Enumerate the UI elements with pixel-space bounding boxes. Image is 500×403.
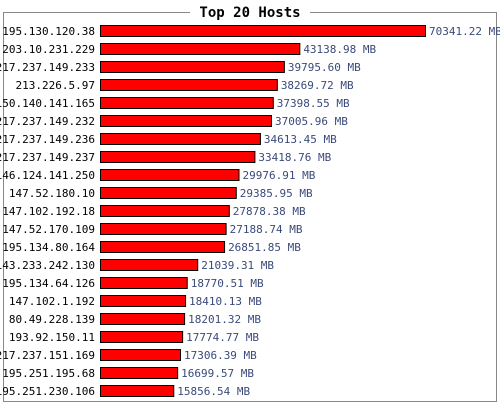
value-label: 33418.76 MB (258, 151, 331, 164)
category-label: 143.233.242.130 (0, 259, 95, 272)
bar (100, 295, 187, 307)
category-label: 195.134.64.126 (2, 277, 95, 290)
bar (100, 205, 230, 217)
value-label: 21039.31 MB (201, 259, 274, 272)
bar (100, 151, 256, 163)
category-label: 195.130.120.38 (2, 25, 95, 38)
value-label: 27878.38 MB (233, 205, 306, 218)
category-label: 193.92.150.11 (9, 331, 95, 344)
value-label: 39795.60 MB (288, 61, 361, 74)
category-label: 147.102.192.18 (2, 205, 95, 218)
category-label: 147.52.180.10 (9, 187, 95, 200)
value-label: 26851.85 MB (228, 241, 301, 254)
category-label: 203.10.231.229 (2, 43, 95, 56)
bar (100, 133, 261, 145)
value-label: 38269.72 MB (281, 79, 354, 92)
bar (100, 367, 179, 379)
bar (100, 241, 226, 253)
category-label: 80.49.228.139 (9, 313, 95, 326)
category-label: 146.124.141.250 (0, 169, 95, 182)
value-label: 70341.22 MB (429, 25, 500, 38)
category-label: 147.52.170.109 (2, 223, 95, 236)
bar (100, 277, 188, 289)
value-label: 17774.77 MB (186, 331, 259, 344)
category-label: 195.251.230.106 (0, 385, 95, 398)
value-label: 27188.74 MB (230, 223, 303, 236)
category-label: 147.102.1.192 (9, 295, 95, 308)
value-label: 18410.13 MB (189, 295, 262, 308)
bar (100, 169, 240, 181)
bar (100, 385, 175, 397)
value-label: 16699.57 MB (181, 367, 254, 380)
value-label: 43138.98 MB (303, 43, 376, 56)
category-label: 217.237.149.237 (0, 151, 95, 164)
value-label: 29385.95 MB (240, 187, 313, 200)
value-label: 29976.91 MB (243, 169, 316, 182)
value-label: 34613.45 MB (264, 133, 337, 146)
category-label: 217.237.149.232 (0, 115, 95, 128)
bar (100, 79, 278, 91)
category-label: 213.226.5.97 (16, 79, 95, 92)
chart-title: Top 20 Hosts (199, 5, 300, 21)
bar (100, 331, 184, 343)
category-label: 217.237.149.236 (0, 133, 95, 146)
bar (100, 25, 426, 37)
bar (100, 187, 237, 199)
bar (100, 43, 301, 55)
bar (100, 223, 227, 235)
value-label: 18770.51 MB (191, 277, 264, 290)
bar (100, 349, 181, 361)
bar (100, 97, 274, 109)
bar (100, 115, 272, 127)
title-backdrop (190, 3, 310, 21)
category-label: 217.237.151.169 (0, 349, 95, 362)
category-label: 195.134.80.164 (2, 241, 95, 254)
bar (100, 259, 199, 271)
category-label: 150.140.141.165 (0, 97, 95, 110)
value-label: 37005.96 MB (275, 115, 348, 128)
bar (100, 313, 186, 325)
value-label: 17306.39 MB (184, 349, 257, 362)
value-label: 18201.32 MB (188, 313, 261, 326)
value-label: 37398.55 MB (277, 97, 350, 110)
value-label: 15856.54 MB (177, 385, 250, 398)
category-label: 217.237.149.233 (0, 61, 95, 74)
category-label: 195.251.195.68 (2, 367, 95, 380)
bar (100, 61, 285, 73)
